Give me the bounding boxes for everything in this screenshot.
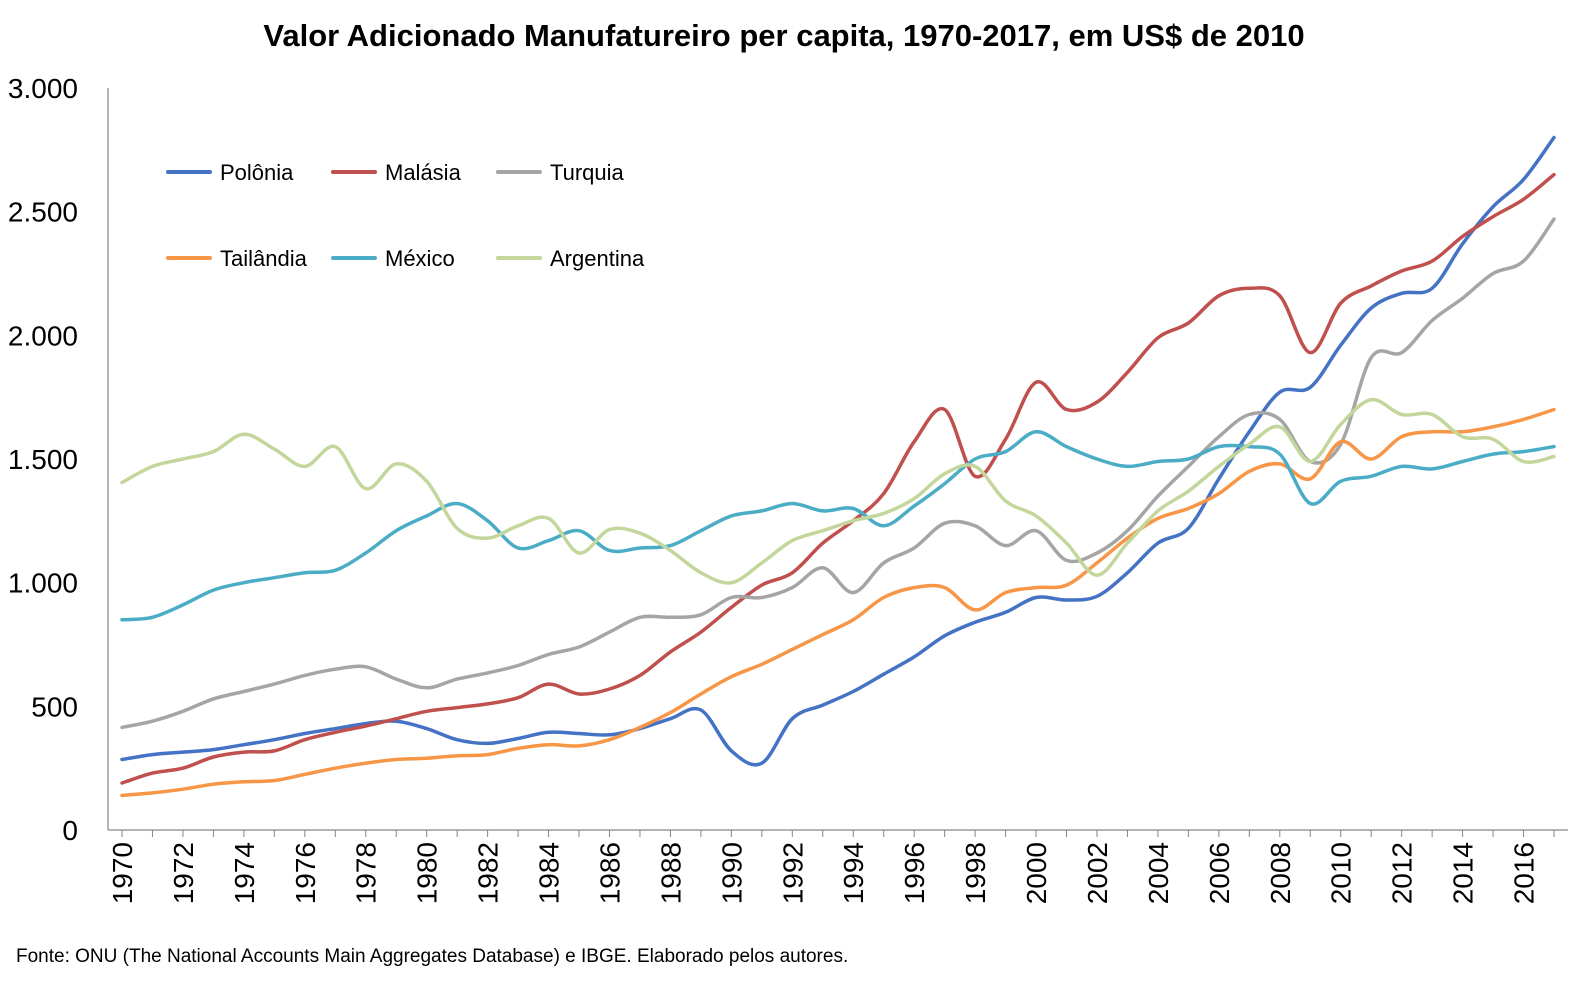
legend-label-argentina: Argentina [550,246,645,271]
x-tick-label: 2008 [1265,842,1296,904]
y-tick-label: 500 [31,691,78,722]
x-tick-label: 1976 [290,842,321,904]
x-tick-label: 1994 [838,842,869,904]
legend-label-turquia: Turquia [550,160,625,185]
chart-title: Valor Adicionado Manufatureiro per capit… [263,18,1305,53]
axes [107,88,1568,831]
y-tick-label: 1.500 [8,444,78,475]
x-tick-label: 2012 [1387,842,1418,904]
x-tick-label: 2002 [1082,842,1113,904]
legend: Polônia Malásia Turquia Tailândia México Arge… [166,160,645,271]
x-tick-label: 1972 [168,842,199,904]
series-line-argentina [120,397,1556,585]
x-tick-label: 2016 [1509,842,1540,904]
y-tick-label: 0 [62,815,78,846]
x-tick-label: 1990 [716,842,747,904]
series-lines [120,135,1556,798]
legend-label-polonia: Polônia [220,160,294,185]
x-tick-label: 1982 [473,842,504,904]
x-tick-label: 1970 [107,842,138,904]
series-line-mexico [120,430,1556,622]
legend-label-mexico: México [385,246,455,271]
y-axis-ticks: 0 500 1.000 1.500 2.000 2.500 3.000 [8,73,78,846]
legend-label-malasia: Malásia [385,160,462,185]
x-axis-ticks: 1970 1972 1974 1976 1978 1980 1982 1984 1986 1988… [107,830,1555,904]
x-tick-label: 1974 [229,842,260,904]
legend-label-tailandia: Tailândia [220,246,308,271]
source-note: Fonte: ONU (The National Accounts Main A… [16,946,849,967]
x-tick-label: 1998 [960,842,991,904]
x-tick-label: 1978 [351,842,382,904]
x-tick-label: 2014 [1448,842,1479,904]
x-tick-label: 1984 [534,842,565,904]
y-tick-label: 1.000 [8,568,78,599]
y-tick-label: 3.000 [8,73,78,104]
series-line-malasia [120,172,1556,785]
x-tick-label: 2006 [1204,842,1235,904]
series-line-turquia [120,217,1556,730]
series-line-tailandia [120,407,1556,798]
x-tick-label: 1988 [655,842,686,904]
x-tick-label: 2004 [1143,842,1174,904]
x-tick-label: 1986 [594,842,625,904]
x-tick-label: 1980 [412,842,443,904]
y-tick-label: 2.000 [8,320,78,351]
y-tick-label: 2.500 [8,197,78,228]
x-tick-label: 1992 [777,842,808,904]
x-tick-label: 2010 [1326,842,1357,904]
series-line-polonia [120,135,1556,767]
x-tick-label: 2000 [1021,842,1052,904]
x-tick-label: 1996 [899,842,930,904]
